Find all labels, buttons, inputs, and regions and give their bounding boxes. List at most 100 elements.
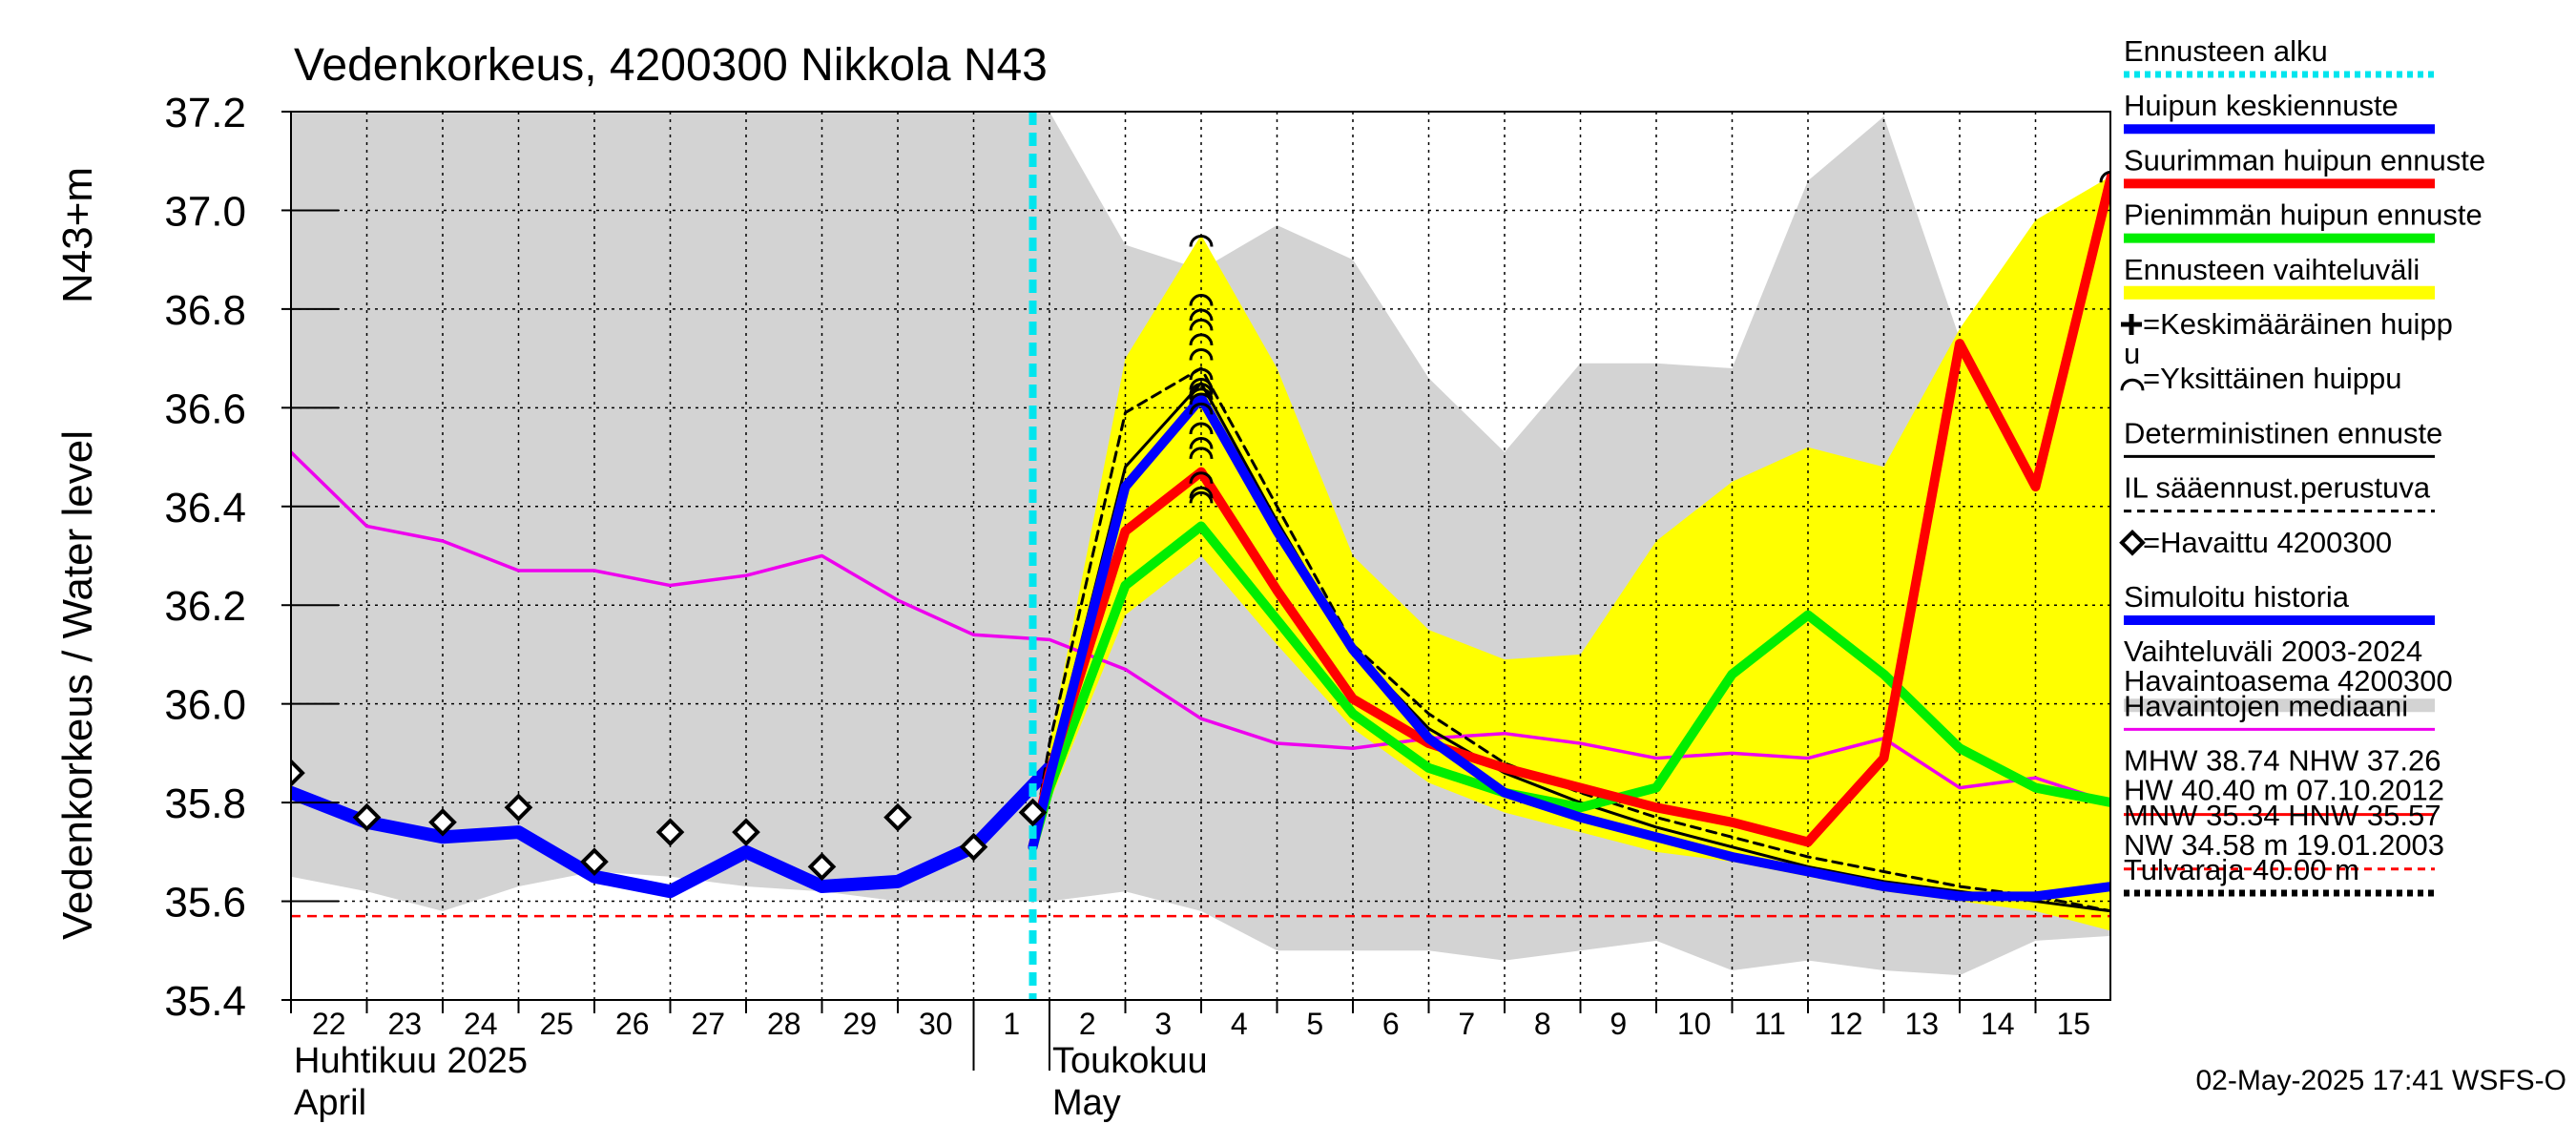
month-label: Huhtikuu 2025 [294, 1041, 528, 1081]
legend-label: Suurimman huipun ennuste [2124, 143, 2485, 177]
x-tick-label: 24 [464, 1007, 498, 1041]
x-tick-label: 28 [767, 1007, 801, 1041]
observed-point [291, 759, 305, 787]
legend-label: Deterministinen ennuste [2124, 416, 2442, 449]
observed-point [732, 818, 760, 846]
y-axis-unit: N43+m [54, 167, 101, 303]
observed-point [959, 832, 988, 862]
legend-label: =Keskimääräinen huipp [2143, 307, 2453, 341]
y-tick-label: 37.0 [164, 188, 246, 235]
x-tick-label: 5 [1306, 1007, 1323, 1041]
legend-observed-marker [2119, 529, 2146, 556]
individual-peak-marker [1189, 378, 1214, 390]
individual-peak-marker [1189, 308, 1214, 322]
individual-peak-marker [1189, 486, 1214, 499]
x-tick-label: 15 [2056, 1007, 2090, 1041]
x-tick-label: 27 [691, 1007, 725, 1041]
plot-area [291, 112, 2110, 1000]
x-tick-label: 25 [539, 1007, 573, 1041]
series-line-suurimman-huipun-ennuste [1028, 171, 2110, 852]
y-tick-label: 36.0 [164, 682, 246, 729]
x-tick-label: 4 [1231, 1007, 1248, 1041]
x-tick-label: 2 [1079, 1007, 1096, 1041]
y-tick-label: 36.4 [164, 485, 246, 531]
series-line-simuloitu-historia [291, 760, 1056, 899]
timestamp: 02-May-2025 17:41 WSFS-O [2196, 1065, 2567, 1096]
x-tick-label: 12 [1829, 1007, 1863, 1041]
band-ennusteen-vaihteluv-li [1032, 176, 2110, 931]
observed-point [883, 802, 912, 832]
individual-peak-marker [1189, 422, 1214, 435]
individual-peak-marker [1189, 318, 1214, 331]
x-tick-label: 7 [1458, 1007, 1475, 1041]
legend-label: Huipun keskiennuste [2124, 89, 2399, 122]
y-tick-label: 36.8 [164, 287, 246, 334]
individual-peak-marker [1189, 367, 1214, 381]
individual-peak-marker [1189, 383, 1214, 395]
legend-label: Ennusteen vaihteluväli [2124, 253, 2420, 286]
individual-peak-marker [1189, 402, 1214, 415]
x-tick-label: 13 [1904, 1007, 1939, 1041]
legend-label-line2: Havaintoasema 4200300 [2124, 664, 2453, 697]
legend-label-line2: HW 40.40 m 07.10.2012 [2124, 774, 2444, 807]
legend-label: IL sääennust.perustuva [2124, 471, 2431, 505]
individual-peak-marker [1189, 387, 1214, 400]
x-tick-label: 1 [1003, 1007, 1020, 1041]
x-tick-label: 29 [842, 1007, 877, 1041]
individual-peak-marker [1189, 235, 1214, 247]
x-tick-label: 3 [1154, 1007, 1172, 1041]
individual-peak-marker [1189, 471, 1214, 484]
legend-label: Simuloitu historia [2124, 580, 2350, 614]
month-label-en: April [294, 1083, 366, 1123]
y-tick-label: 37.2 [164, 90, 246, 136]
observed-point [655, 818, 685, 846]
observed-point [504, 793, 533, 822]
legend-label: Tulvaraja 40.00 m [2124, 853, 2359, 886]
observed-point [428, 807, 457, 837]
individual-peak-marker [1189, 392, 1214, 406]
series-line-havaintojen-mediaani [291, 450, 2110, 804]
legend-label-line2: NW 34.58 m 19.01.2003 [2124, 828, 2444, 862]
y-tick-label: 35.4 [164, 978, 246, 1025]
legend-label: Havaintojen mediaani [2124, 689, 2408, 722]
x-tick-label: 26 [615, 1007, 650, 1041]
x-tick-label: 23 [387, 1007, 422, 1041]
x-tick-label: 22 [312, 1007, 346, 1041]
observed-point [580, 847, 609, 877]
x-tick-label: 8 [1534, 1007, 1551, 1041]
series-line-deterministinen-ennuste [1031, 381, 2110, 913]
month-label-en: May [1052, 1083, 1121, 1123]
legend-label: Pienimmän huipun ennuste [2124, 198, 2483, 232]
x-tick-label: 14 [1981, 1007, 2015, 1041]
y-axis-label: Vedenkorkeus / Water level [54, 430, 101, 940]
x-tick-label: 30 [919, 1007, 953, 1041]
observed-point [807, 852, 837, 882]
legend-individual-peak-marker [2120, 378, 2145, 391]
observed-point [1018, 798, 1048, 827]
legend-label: =Yksittäinen huippu [2143, 362, 2401, 395]
legend-label: Vaihteluväli 2003-2024 [2124, 635, 2422, 668]
month-label: Toukokuu [1052, 1041, 1208, 1081]
y-tick-label: 35.6 [164, 880, 246, 926]
x-tick-label: 6 [1382, 1007, 1400, 1041]
x-tick-label: 9 [1610, 1007, 1627, 1041]
series-line-huipun-keskiennuste [1028, 392, 2110, 902]
legend-label: =Havaittu 4200300 [2143, 526, 2392, 559]
legend: Ennusteen alku Huipun keskiennuste Suurimm… [2119, 34, 2485, 897]
y-tick-label: 36.2 [164, 583, 246, 630]
x-tick-label: 10 [1677, 1007, 1712, 1041]
individual-peak-marker [1189, 333, 1214, 346]
y-tick-label: 35.8 [164, 781, 246, 827]
legend-label: MNW 35.34 HNW 35.57 [2124, 799, 2441, 832]
chart-title: Vedenkorkeus, 4200300 Nikkola N43 [294, 40, 1048, 91]
individual-peak-marker [1189, 348, 1214, 361]
observed-point [352, 802, 382, 832]
individual-peak-marker [1189, 437, 1214, 449]
individual-peak-marker [1189, 491, 1214, 504]
individual-peak-marker [1189, 447, 1214, 460]
axes: 35.4 35.6 35.8 36.0 36.2 36.4 36.6 36.8 37.0 37.2… [164, 90, 2111, 1123]
legend-label: MHW 38.74 NHW 37.26 [2124, 744, 2441, 778]
legend-mean-peak-marker [2121, 314, 2142, 335]
x-tick-label: 11 [1755, 1007, 1786, 1041]
